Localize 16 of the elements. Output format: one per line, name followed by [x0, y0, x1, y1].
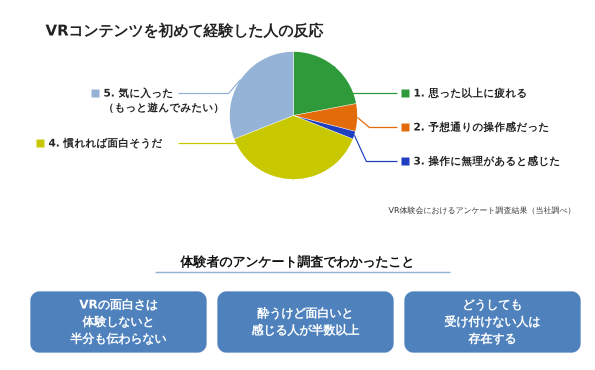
legend-label: 2. 予想通りの操作感だった — [414, 120, 550, 134]
text: 受け付けない人は — [444, 314, 540, 328]
legend-label: 5. 気に入った（もっと遊んでみたい） — [104, 86, 224, 114]
text: 半分も伝わらない — [70, 332, 166, 346]
text: VRの面白さは — [79, 298, 158, 312]
text: 体験しないと — [82, 314, 154, 328]
legend-label: 4. 慣れれば面白そうだ — [48, 136, 164, 150]
text: どうしても — [462, 298, 522, 312]
text: 感じる人が半数以上 — [250, 323, 360, 337]
text: 体験者のアンケート調査でわかったこと — [180, 254, 414, 270]
text: 酔うけど面白いと — [258, 306, 354, 320]
text: VR体験会におけるアンケート調査結果（当社調べ） — [388, 206, 576, 215]
chart-title: VRコンテンツを初めて経験した人の反応 — [46, 22, 324, 40]
legend-label: 1. 思った以上に疲れる — [414, 86, 528, 100]
legend-label: 3. 操作に無理があると感じた — [414, 154, 560, 168]
text: 存在する — [468, 332, 516, 346]
